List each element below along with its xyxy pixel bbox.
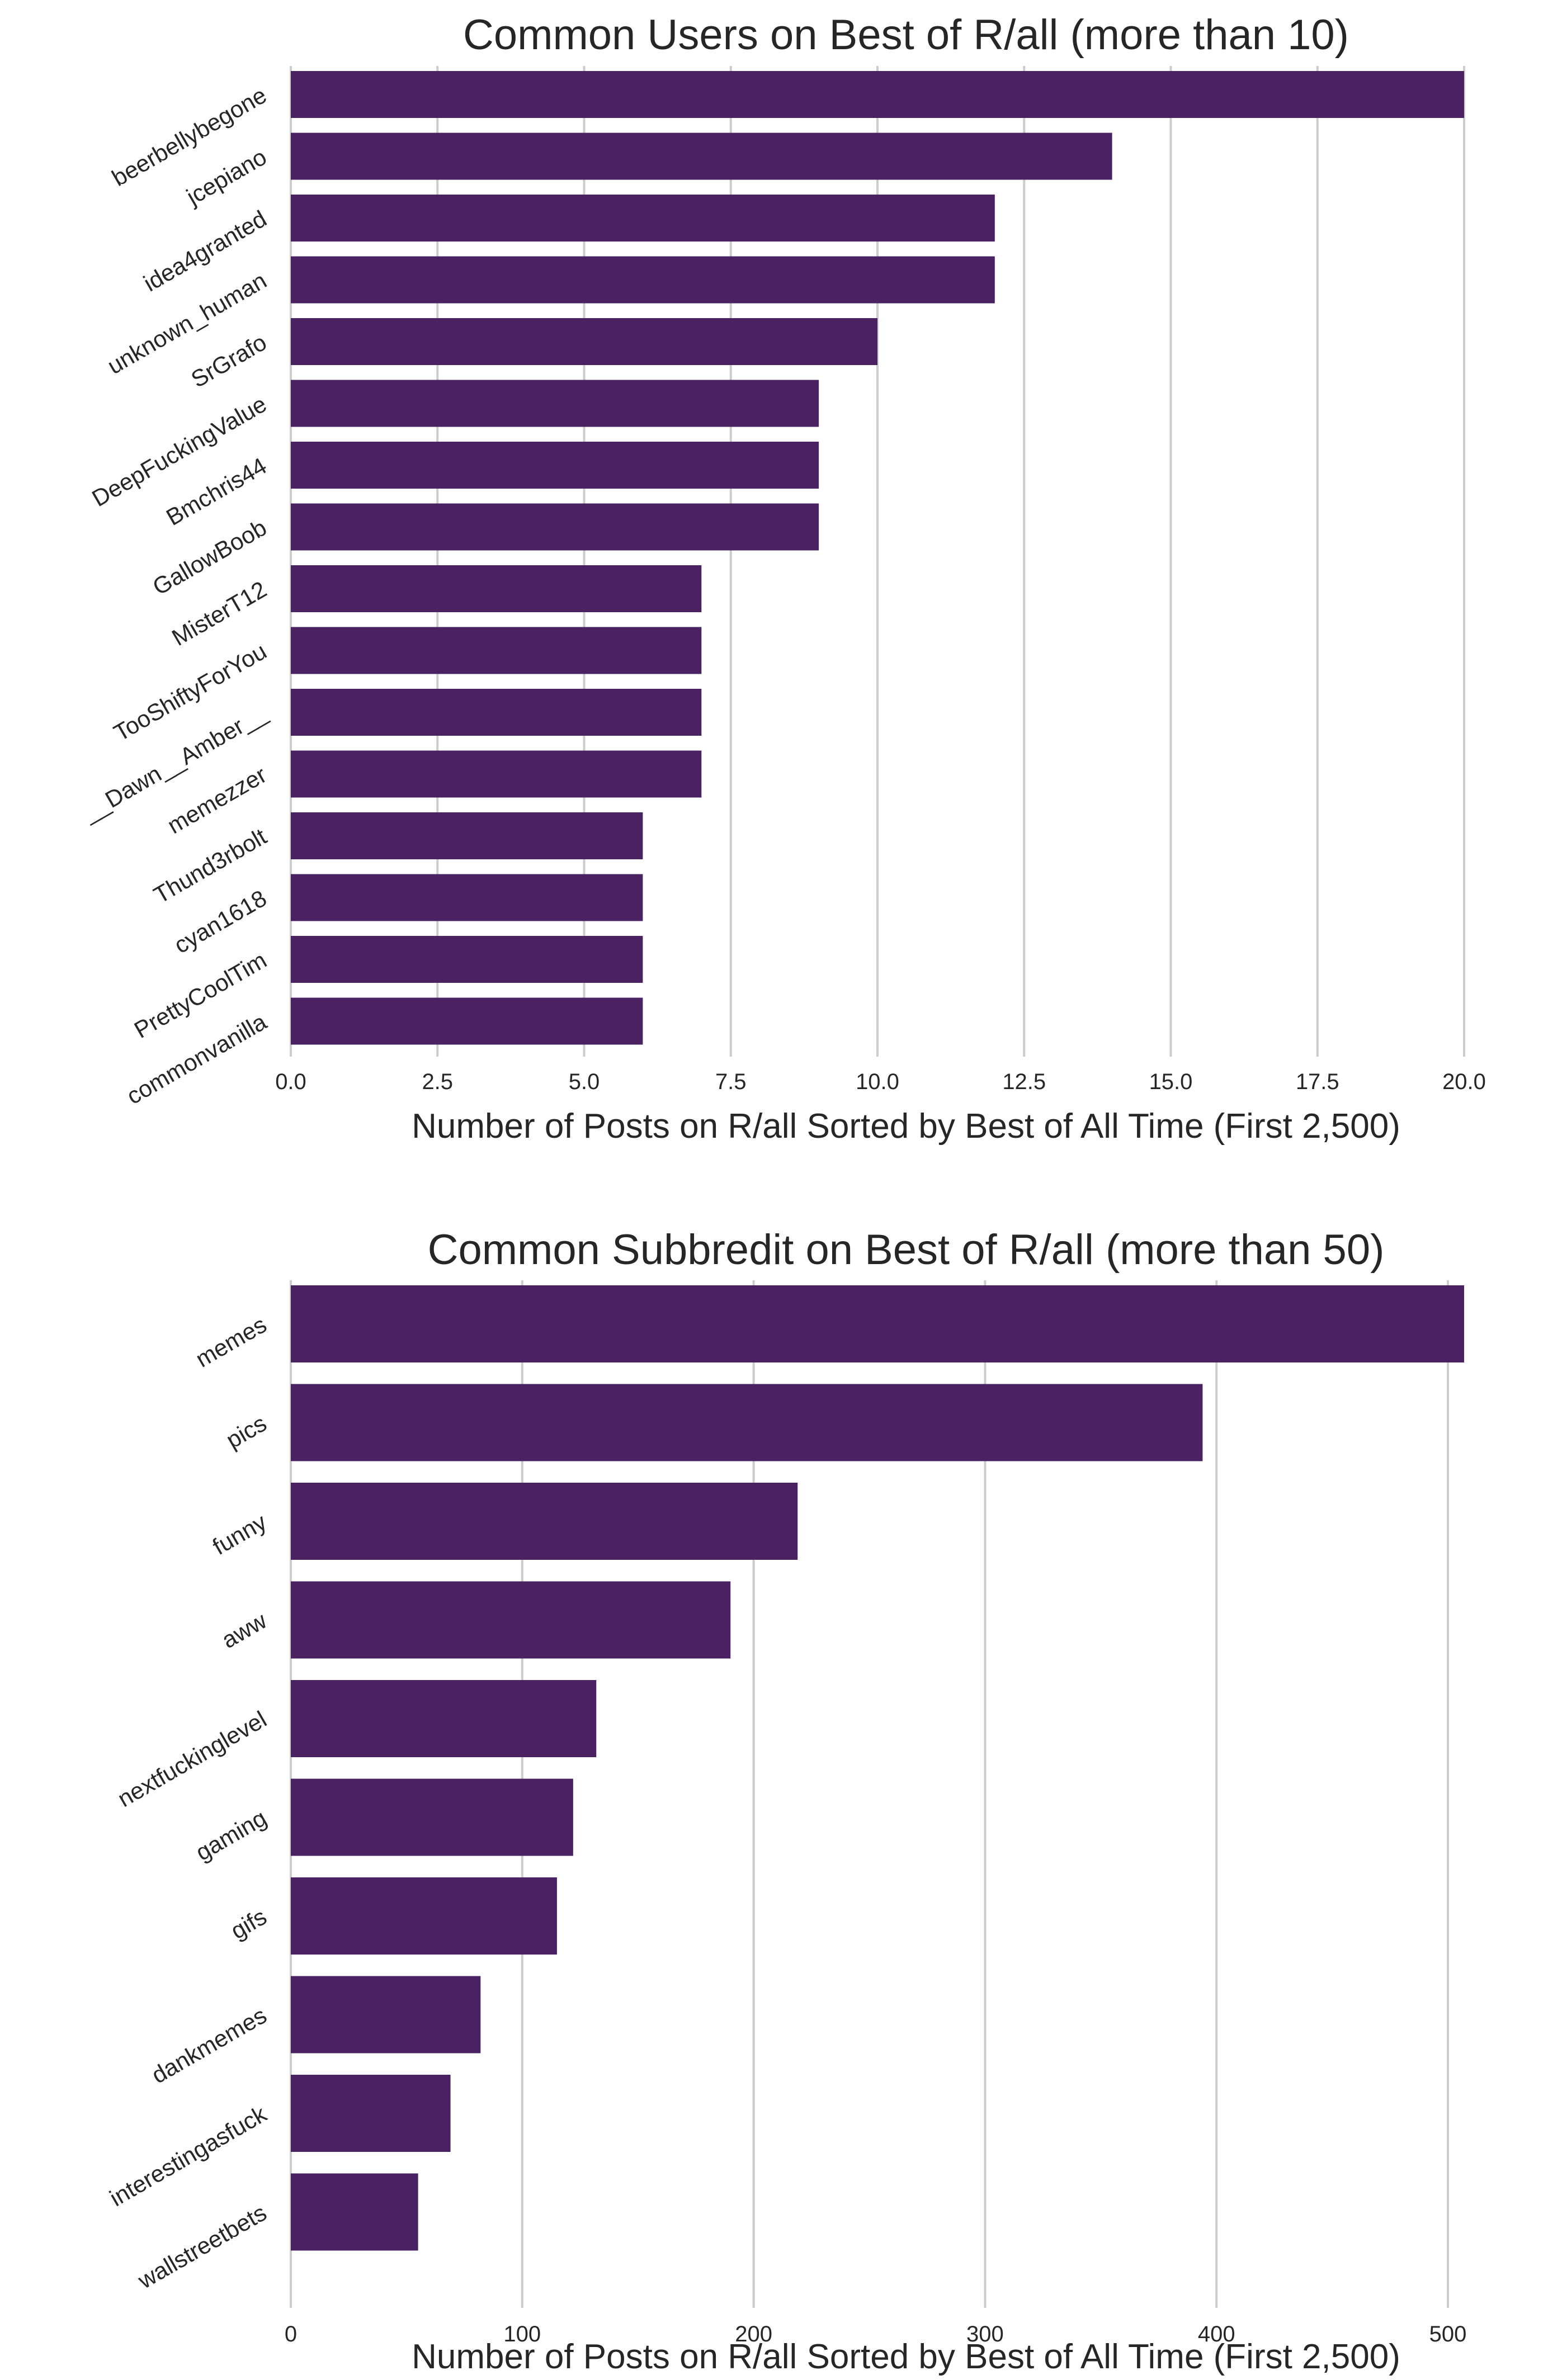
subreddits-chart-title: Common Subbredit on Best of R/all (more … (428, 1226, 1385, 1274)
subreddit-bar (291, 1581, 731, 1659)
subreddit-bar (291, 1285, 1464, 1362)
user-category-label: DeepFuckingValue (87, 391, 271, 512)
user-x-tick-label: 17.5 (1296, 1070, 1339, 1094)
user-bar (291, 133, 1112, 180)
subreddit-category-label: dankmemes (147, 2002, 271, 2089)
subreddit-x-tick-label: 200 (735, 2322, 772, 2346)
user-x-tick-label: 5.0 (569, 1070, 600, 1094)
user-category-label: SrGrafo (187, 329, 271, 392)
subreddit-category-label: pics (221, 1410, 271, 1454)
user-bar (291, 380, 819, 427)
subreddit-category-label: gifs (226, 1903, 271, 1944)
subreddit-x-tick-label: 500 (1429, 2322, 1467, 2346)
user-bar (291, 750, 702, 798)
subreddit-x-tick-label: 100 (503, 2322, 541, 2346)
user-x-tick-label: 0.0 (275, 1070, 306, 1094)
subreddit-bar (291, 2173, 418, 2251)
subreddit-category-label: interestingasfuck (105, 2100, 271, 2212)
user-bar (291, 997, 643, 1045)
user-x-tick-label: 7.5 (715, 1070, 747, 1094)
subreddit-x-tick-label: 300 (966, 2322, 1004, 2346)
user-bar (291, 874, 643, 921)
subreddit-category-label: gaming (191, 1805, 271, 1866)
user-bar (291, 256, 995, 304)
users-chart: Common Users on Best of R/all (more than… (78, 11, 1486, 1146)
user-category-label: __Dawn__Amber__ (78, 699, 271, 826)
users-chart-title: Common Users on Best of R/all (more than… (463, 11, 1349, 59)
subreddit-x-tick-label: 400 (1198, 2322, 1235, 2346)
user-bar (291, 71, 1464, 118)
users-chart-xlabel: Number of Posts on R/all Sorted by Best … (412, 1107, 1400, 1146)
subreddit-category-label: wallstreetbets (133, 2199, 271, 2294)
user-category-label: jcepiano (181, 144, 271, 211)
user-bar (291, 442, 819, 489)
subreddits-chart-xlabel: Number of Posts on R/all Sorted by Best … (412, 2338, 1400, 2376)
user-bar (291, 565, 702, 612)
subreddit-category-label: nextfuckinglevel (113, 1706, 271, 1812)
subreddit-bar (291, 1877, 557, 1955)
subreddit-category-label: funny (208, 1508, 271, 1560)
subreddit-category-label: aww (217, 1607, 271, 1653)
subreddit-bar (291, 1680, 597, 1757)
user-x-tick-label: 12.5 (1002, 1070, 1046, 1094)
user-x-tick-label: 2.5 (422, 1070, 453, 1094)
user-x-tick-label: 10.0 (856, 1070, 899, 1094)
subreddit-bar (291, 1483, 798, 1560)
user-bar (291, 503, 819, 551)
user-x-tick-label: 20.0 (1442, 1070, 1486, 1094)
user-bar (291, 936, 643, 983)
subreddit-x-tick-label: 0 (285, 2322, 297, 2346)
user-bar (291, 195, 995, 242)
user-bar (291, 689, 702, 736)
user-bar (291, 812, 643, 859)
subreddit-category-label: memes (191, 1311, 271, 1373)
subreddit-bar (291, 1384, 1203, 1461)
subreddit-bar (291, 1778, 573, 1856)
user-x-tick-label: 15.0 (1149, 1070, 1193, 1094)
subreddits-chart: Common Subbredit on Best of R/all (more … (105, 1226, 1467, 2376)
subreddit-bar (291, 2075, 451, 2152)
user-bar (291, 318, 877, 365)
subreddit-bar (291, 1976, 481, 2053)
user-bar (291, 627, 702, 674)
